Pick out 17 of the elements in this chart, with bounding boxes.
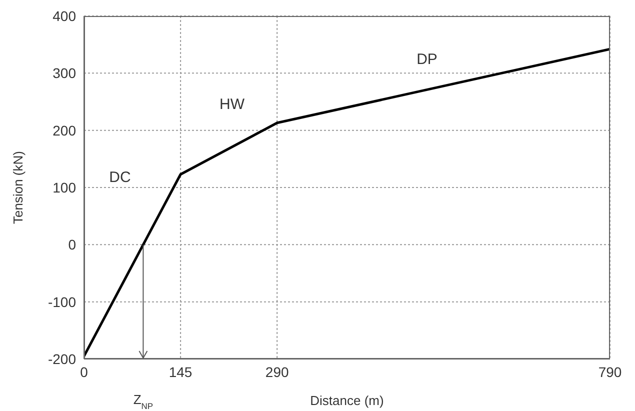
y-tick-label: 100	[52, 179, 76, 196]
x-axis-title: Distance (m)	[310, 393, 384, 408]
y-axis-title: Tension (kN)	[10, 151, 26, 224]
annotation: HW	[220, 96, 246, 113]
y-tick-label: 400	[52, 8, 76, 24]
y-tick-label: 0	[68, 236, 76, 253]
annotation: DC	[109, 169, 131, 186]
y-tick-label: -100	[48, 294, 76, 310]
y-tick-label: -200	[48, 350, 76, 367]
y-tick-label: 200	[52, 122, 76, 138]
x-tick-label: 290	[265, 364, 289, 380]
text: Z$_{NP}$	[133, 392, 154, 411]
x-tick-label: 0	[80, 364, 88, 380]
annotation: DP	[416, 51, 438, 68]
x-tick-label: 790	[598, 364, 622, 380]
x-tick-label: 145	[168, 364, 192, 380]
y-tick-label: 300	[52, 65, 76, 82]
